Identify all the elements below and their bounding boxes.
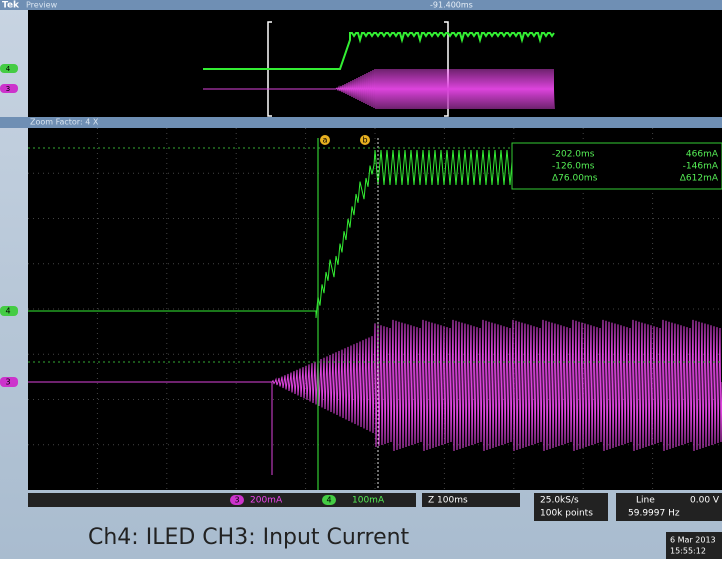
brand: Tek <box>2 1 20 11</box>
ch4-id: 4 <box>326 496 331 505</box>
cursor-b-label: b <box>362 136 367 145</box>
readout-amp: 466mA <box>686 150 719 160</box>
zoom-label: Zoom Factor: 4 X <box>30 118 99 127</box>
ch3-scale: 200mA <box>250 496 283 506</box>
preview-ch4-trace <box>203 32 555 70</box>
preview-ch3-trace <box>203 68 555 110</box>
scale-bar <box>28 493 416 507</box>
cursor-a-label: a <box>323 136 328 145</box>
time: 15:55:12 <box>670 547 706 556</box>
ch4-badge <box>322 495 336 505</box>
ch4-preview-marker <box>0 64 18 73</box>
timebase-box <box>422 493 520 507</box>
points: 100k points <box>540 509 593 519</box>
ch4-preview-label: 4 <box>6 65 11 73</box>
trigger-level: 0.00 V <box>690 496 720 506</box>
rate-box <box>534 493 608 521</box>
ch3-trace <box>28 319 722 475</box>
caption: Ch4: ILED CH3: Input Current <box>88 525 410 550</box>
ch3-preview-marker <box>0 84 18 93</box>
ch4-marker <box>0 306 18 316</box>
mode: Preview <box>26 1 58 10</box>
date: 6 Mar 2013 <box>670 536 716 545</box>
readout-time: Δ76.00ms <box>552 174 598 184</box>
ch4-marker-label: 4 <box>5 307 10 316</box>
freq: 59.9997 Hz <box>628 509 680 519</box>
position: -91.400ms <box>430 1 473 10</box>
zoom-bar <box>0 117 722 128</box>
cursor-a-badge <box>320 135 330 145</box>
preview-panel <box>28 10 722 117</box>
date-box <box>666 532 722 559</box>
ch3-preview-label: 3 <box>6 85 10 93</box>
ch3-marker <box>0 377 18 387</box>
ch3-marker-label: 3 <box>5 378 10 387</box>
readout-time: -126.0ms <box>552 162 595 172</box>
readout-box <box>511 142 722 190</box>
trigger: Line <box>636 496 655 506</box>
timebase: Z 100ms <box>428 496 468 506</box>
header-bar <box>0 0 722 10</box>
ch3-id: 3 <box>234 496 239 505</box>
rate: 25.0kS/s <box>540 496 579 506</box>
readout-time: -202.0ms <box>552 150 595 160</box>
trigger-box <box>616 493 722 521</box>
readout-amp: Δ612mA <box>680 174 719 184</box>
readout-amp: -146mA <box>683 162 719 172</box>
ch3-badge <box>230 495 244 505</box>
cursor-b-badge <box>360 135 370 145</box>
ch4-scale: 100mA <box>352 496 385 506</box>
